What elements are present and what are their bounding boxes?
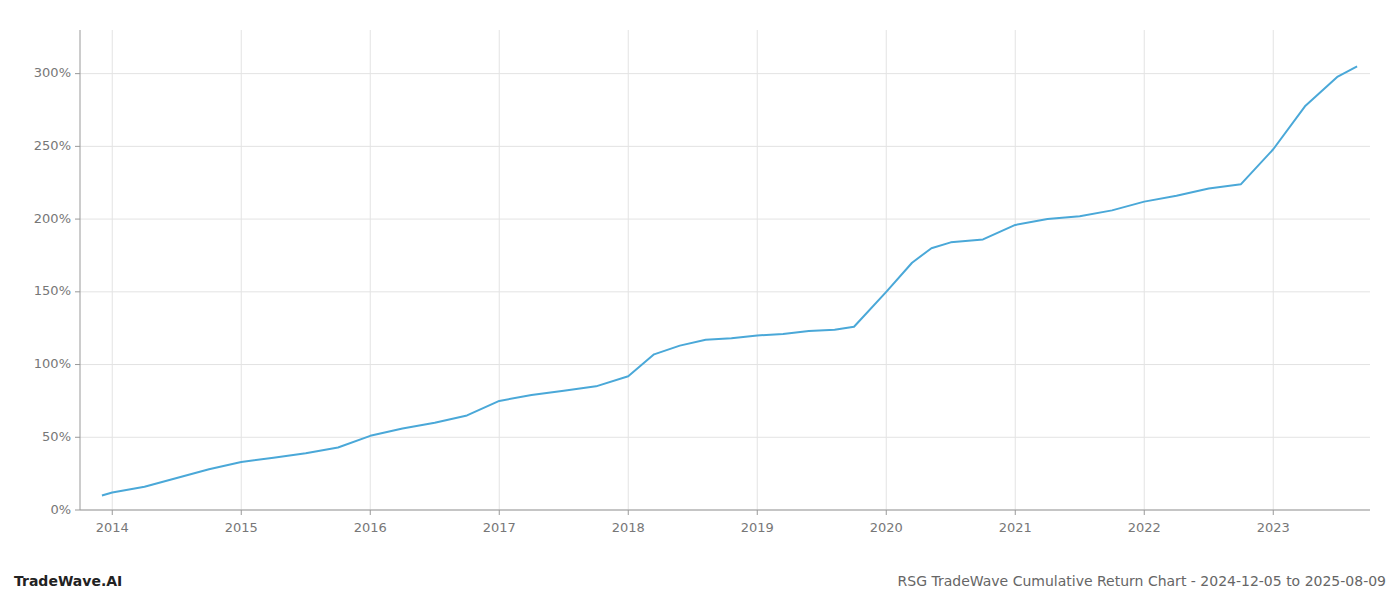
tick-label-x: 2017	[483, 520, 516, 535]
tick-y	[75, 219, 80, 220]
grid-line-x	[628, 30, 629, 510]
tick-label-y: 300%	[34, 65, 71, 80]
tick-label-y: 0%	[50, 502, 71, 517]
tick-label-x: 2022	[1128, 520, 1161, 535]
tick-x	[112, 510, 113, 515]
grid-line-x	[241, 30, 242, 510]
tick-x	[757, 510, 758, 515]
tick-x	[1273, 510, 1274, 515]
background	[0, 0, 1400, 600]
tick-x	[886, 510, 887, 515]
tick-label-x: 2014	[96, 520, 129, 535]
grid-line-x	[757, 30, 758, 510]
tick-y	[75, 510, 80, 511]
tick-x	[370, 510, 371, 515]
tick-x	[1015, 510, 1016, 515]
grid-line-x	[886, 30, 887, 510]
grid-line-y	[80, 291, 1370, 292]
grid	[80, 30, 1370, 510]
tick-label-y: 150%	[34, 283, 71, 298]
tick-x	[1144, 510, 1145, 515]
tick-y	[75, 364, 80, 365]
tick-y	[75, 73, 80, 74]
tick-label-y: 100%	[34, 356, 71, 371]
watermark: TradeWave.AI	[14, 573, 122, 589]
tick-label-x: 2021	[999, 520, 1032, 535]
axis-line-y	[80, 30, 81, 510]
tick-y	[75, 146, 80, 147]
chart-container: 0% 50% 100% 150% 200% 250% 300% 2014 2015 2016 201…	[0, 0, 1400, 600]
tick-label-x: 2019	[741, 520, 774, 535]
tick-x	[628, 510, 629, 515]
tick-y	[75, 291, 80, 292]
tick-label-x: 2016	[354, 520, 387, 535]
tick-label-x: 2015	[225, 520, 258, 535]
grid-line-x	[1144, 30, 1145, 510]
grid-line-y	[80, 146, 1370, 147]
chart-svg: 0% 50% 100% 150% 200% 250% 300% 2014 2015 2016 201…	[0, 0, 1400, 600]
tick-label-x: 2020	[870, 520, 903, 535]
grid-line-y	[80, 510, 1370, 511]
grid-line-y	[80, 364, 1370, 365]
grid-line-x	[1273, 30, 1274, 510]
tick-y	[75, 437, 80, 438]
tick-x	[499, 510, 500, 515]
grid-line-x	[370, 30, 371, 510]
grid-line-x	[1015, 30, 1016, 510]
tick-x	[241, 510, 242, 515]
grid-line-y	[80, 73, 1370, 74]
grid-line-y	[80, 437, 1370, 438]
grid-line-x	[112, 30, 113, 510]
tick-label-x: 2018	[612, 520, 645, 535]
grid-line-y	[80, 219, 1370, 220]
grid-line-x	[499, 30, 500, 510]
title: RSG TradeWave Cumulative Return Chart - …	[898, 573, 1386, 589]
series-line	[102, 66, 1357, 495]
axes: 0% 50% 100% 150% 200% 250% 300% 2014 2015 2016 201…	[34, 30, 1370, 535]
tick-label-y: 50%	[42, 429, 71, 444]
plot-area	[102, 66, 1357, 495]
tick-label-y: 250%	[34, 138, 71, 153]
axis-line-x	[80, 510, 1370, 511]
tick-label-y: 200%	[34, 211, 71, 226]
tick-label-x: 2023	[1257, 520, 1290, 535]
